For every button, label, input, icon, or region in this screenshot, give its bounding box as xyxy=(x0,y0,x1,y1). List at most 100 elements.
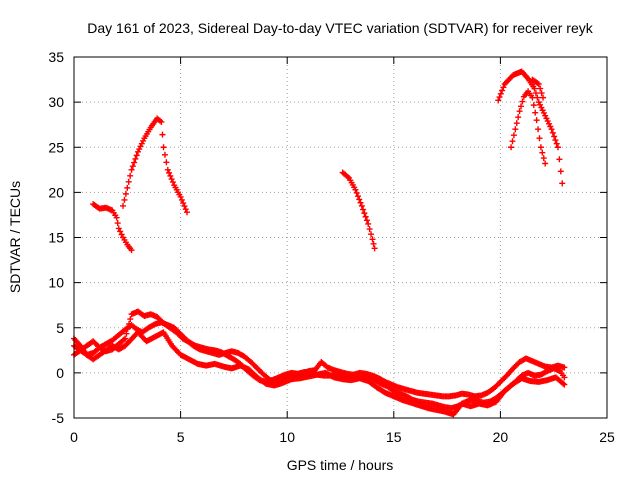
data-point xyxy=(540,155,547,162)
series-arc-b xyxy=(120,115,190,216)
data-point xyxy=(559,180,566,187)
data-point xyxy=(168,176,175,183)
data-point xyxy=(125,178,132,185)
x-tick-label: 10 xyxy=(279,429,295,445)
data-point xyxy=(127,316,134,323)
x-tick-label: 0 xyxy=(70,429,78,445)
data-point xyxy=(132,155,139,162)
data-point xyxy=(167,172,174,179)
data-point xyxy=(548,126,555,133)
data-point xyxy=(120,202,127,209)
data-point xyxy=(512,126,519,133)
data-point xyxy=(544,118,551,125)
plot-frame xyxy=(73,56,608,419)
data-point xyxy=(128,166,135,173)
data-point xyxy=(508,144,515,151)
data-point xyxy=(136,146,143,153)
data-point xyxy=(499,87,506,94)
data-point xyxy=(561,381,568,388)
data-point xyxy=(537,101,544,108)
data-point xyxy=(546,120,553,127)
data-point xyxy=(530,102,537,109)
data-marks xyxy=(71,68,568,418)
data-point xyxy=(552,137,559,144)
data-point xyxy=(129,163,136,170)
data-point xyxy=(131,159,138,166)
axis-ticks: 0 5 10 15 20 25 -5 0 5 10 15 20 25 30 35 xyxy=(48,49,615,445)
series-arc-e xyxy=(508,88,549,167)
y-tick-label: 30 xyxy=(48,94,64,110)
data-point xyxy=(537,144,544,151)
data-point xyxy=(537,85,544,92)
y-tick-label: 10 xyxy=(48,275,64,291)
data-point xyxy=(114,220,121,227)
data-point xyxy=(518,103,525,110)
data-point xyxy=(126,320,133,327)
data-point xyxy=(371,245,378,252)
data-point xyxy=(515,114,522,121)
data-point xyxy=(561,364,568,371)
data-point xyxy=(361,210,368,217)
data-point xyxy=(133,152,140,159)
x-tick-label: 5 xyxy=(177,429,185,445)
data-point xyxy=(540,109,547,116)
data-point xyxy=(547,123,554,130)
y-tick-label: 5 xyxy=(56,320,64,336)
data-point xyxy=(529,94,536,101)
data-point xyxy=(519,98,526,105)
data-point xyxy=(369,236,376,243)
x-tick-label: 25 xyxy=(599,429,615,445)
data-point xyxy=(117,228,124,235)
data-point xyxy=(535,99,542,106)
y-tick-label: 20 xyxy=(48,184,64,200)
series-arc-c xyxy=(339,169,378,252)
data-point xyxy=(538,104,545,111)
x-tick-label: 15 xyxy=(386,429,402,445)
data-point xyxy=(159,131,166,138)
data-point xyxy=(121,196,128,203)
grid xyxy=(74,57,607,418)
data-point xyxy=(543,115,550,122)
data-point xyxy=(557,168,564,175)
data-point xyxy=(124,184,131,191)
data-point xyxy=(180,200,187,207)
x-axis-label: GPS time / hours xyxy=(287,457,394,473)
data-point xyxy=(177,193,184,200)
y-tick-label: 25 xyxy=(48,139,64,155)
data-point xyxy=(137,143,144,150)
data-point xyxy=(128,247,135,254)
data-point xyxy=(158,118,165,125)
x-tick-label: 20 xyxy=(493,429,509,445)
data-point xyxy=(161,151,168,158)
data-point xyxy=(500,84,507,91)
data-point xyxy=(358,202,365,209)
data-point xyxy=(140,137,147,144)
data-point xyxy=(542,160,549,167)
data-point xyxy=(365,220,372,227)
data-point xyxy=(163,159,170,166)
data-point xyxy=(539,107,546,114)
data-point xyxy=(360,206,367,213)
y-axis-label: SDTVAR / TECUs xyxy=(7,181,23,293)
data-point xyxy=(496,94,503,101)
y-tick-label: -5 xyxy=(52,410,65,426)
data-point xyxy=(556,156,563,163)
data-point xyxy=(368,231,375,238)
data-point xyxy=(497,90,504,97)
chart-title: Day 161 of 2023, Sidereal Day-to-day VTE… xyxy=(87,20,593,36)
data-point xyxy=(123,330,130,337)
data-point xyxy=(118,231,125,238)
data-point xyxy=(536,135,543,142)
data-point xyxy=(115,225,122,232)
data-point xyxy=(181,203,188,210)
data-point xyxy=(122,335,129,342)
data-point xyxy=(539,149,546,156)
data-point xyxy=(138,140,145,147)
data-point xyxy=(120,336,127,343)
data-point xyxy=(531,85,538,92)
data-point xyxy=(354,193,361,200)
data-point xyxy=(532,109,539,116)
data-point xyxy=(352,186,359,193)
data-point xyxy=(540,94,547,101)
data-point xyxy=(182,206,189,213)
